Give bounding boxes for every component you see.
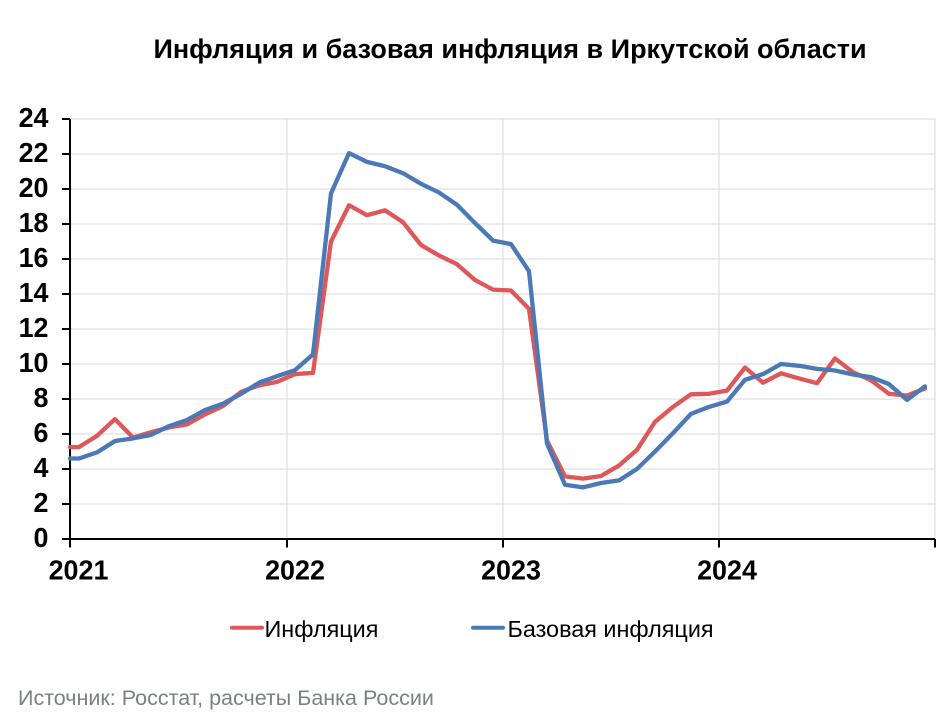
svg-text:Инфляция: Инфляция <box>265 616 379 642</box>
svg-text:2021: 2021 <box>49 554 109 586</box>
svg-text:Базовая инфляция: Базовая инфляция <box>508 616 714 642</box>
svg-text:2: 2 <box>34 486 49 518</box>
svg-text:6: 6 <box>34 416 49 448</box>
svg-text:14: 14 <box>19 276 50 308</box>
svg-text:12: 12 <box>19 311 49 343</box>
svg-text:0: 0 <box>34 521 49 553</box>
svg-text:20: 20 <box>19 171 49 203</box>
svg-text:Источник: Росстат, расчеты Бан: Источник: Росстат, расчеты Банка России <box>18 686 434 710</box>
svg-text:22: 22 <box>19 136 49 168</box>
svg-text:10: 10 <box>19 346 49 378</box>
svg-text:2024: 2024 <box>697 554 758 586</box>
svg-text:2023: 2023 <box>481 554 541 586</box>
svg-text:Инфляция и базовая инфляция в: Инфляция и базовая инфляция в Иркутской … <box>153 34 866 64</box>
svg-text:4: 4 <box>34 451 50 483</box>
svg-text:24: 24 <box>19 101 50 133</box>
svg-text:16: 16 <box>19 241 49 273</box>
svg-text:8: 8 <box>34 381 49 413</box>
svg-text:2022: 2022 <box>265 554 325 586</box>
svg-text:18: 18 <box>19 206 49 238</box>
